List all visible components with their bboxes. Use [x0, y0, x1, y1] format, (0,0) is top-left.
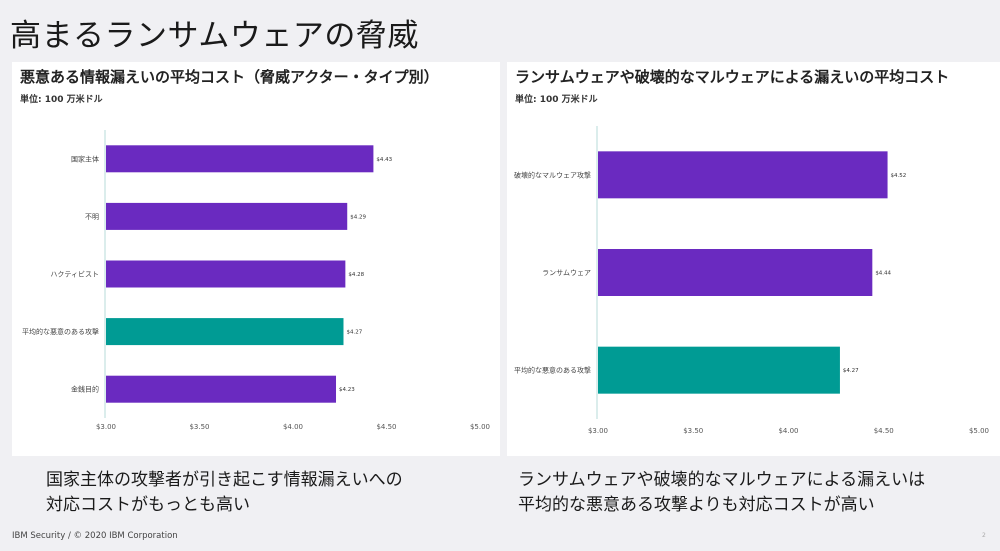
- value-label: $4.43: [376, 157, 392, 163]
- bar-2: [106, 202, 348, 230]
- x-tick-label: $4.50: [376, 423, 396, 431]
- bar-1: [106, 145, 374, 173]
- x-tick-label: $3.00: [96, 423, 116, 431]
- bar-5: [106, 375, 337, 403]
- bar-chart-threat-actor: 国家主体 $4.43 不明 $4.29 ハクティビスト $4.28 平均的な悪意のある攻撃 $…: [22, 130, 490, 431]
- chart-panel-threat-actor: 悪意ある情報漏えいの平均コスト（脅威アクター・タイプ別） 単位: 100 万米ド…: [12, 62, 500, 456]
- x-tick-label: $4.50: [874, 427, 894, 435]
- category-label: 不明: [85, 213, 99, 221]
- caption-line: 平均的な悪意ある攻撃よりも対応コストが高い: [518, 495, 875, 515]
- category-label: 平均的な悪意のある攻撃: [22, 327, 99, 336]
- caption-line: 対応コストがもっとも高い: [46, 495, 250, 515]
- footer-copyright: IBM Security / © 2020 IBM Corporation: [12, 531, 178, 541]
- category-label: 破壊的なマルウェア攻撃: [514, 170, 591, 179]
- bar-3: [598, 346, 840, 394]
- chart-unit: 単位: 100 万米ドル: [20, 95, 103, 105]
- category-label: ハクティビスト: [50, 270, 99, 279]
- x-tick-label: $5.00: [470, 423, 490, 431]
- value-label: $4.27: [346, 330, 362, 336]
- bar-3: [106, 260, 346, 288]
- chart-unit: 単位: 100 万米ドル: [515, 95, 598, 105]
- caption-line: ランサムウェアや破壊的なマルウェアによる漏えいは: [518, 470, 926, 490]
- value-label: $4.28: [348, 272, 364, 278]
- x-tick-label: $5.00: [969, 427, 989, 435]
- bar-1: [598, 151, 888, 199]
- value-label: $4.52: [891, 173, 907, 179]
- chart-title: ランサムウェアや破壊的なマルウェアによる漏えいの平均コスト: [515, 68, 950, 86]
- category-label: 平均的な悪意のある攻撃: [514, 366, 591, 375]
- slide-title: 高まるランサムウェアの脅威: [10, 18, 419, 54]
- x-tick-label: $4.00: [778, 427, 798, 435]
- bar-2: [598, 249, 873, 296]
- bar-chart-ransomware: 破壊的なマルウェア攻撃 $4.52 ランサムウェア $4.44 平均的な悪意のある攻撃 $…: [514, 126, 989, 435]
- x-tick-label: $4.00: [283, 423, 303, 431]
- value-label: $4.27: [843, 368, 859, 374]
- x-tick-label: $3.50: [189, 423, 209, 431]
- x-tick-label: $3.00: [588, 427, 608, 435]
- category-label: ランサムウェア: [542, 269, 591, 277]
- bar-4: [106, 318, 344, 346]
- caption-left: 国家主体の攻撃者が引き起こす情報漏えいへの 対応コストがもっとも高い: [46, 468, 403, 518]
- chart-panel-ransomware: ランサムウェアや破壊的なマルウェアによる漏えいの平均コスト 単位: 100 万米…: [507, 62, 1000, 456]
- chart-title: 悪意ある情報漏えいの平均コスト（脅威アクター・タイプ別）: [20, 68, 439, 86]
- category-label: 国家主体: [71, 154, 99, 163]
- caption-line: 国家主体の攻撃者が引き起こす情報漏えいへの: [46, 470, 403, 490]
- value-label: $4.29: [350, 214, 366, 220]
- x-tick-label: $3.50: [683, 427, 703, 435]
- value-label: $4.23: [339, 387, 355, 393]
- page-number: 2: [982, 532, 986, 539]
- value-label: $4.44: [875, 271, 891, 277]
- caption-right: ランサムウェアや破壊的なマルウェアによる漏えいは 平均的な悪意ある攻撃よりも対応…: [518, 468, 925, 518]
- category-label: 金銭目的: [71, 385, 99, 394]
